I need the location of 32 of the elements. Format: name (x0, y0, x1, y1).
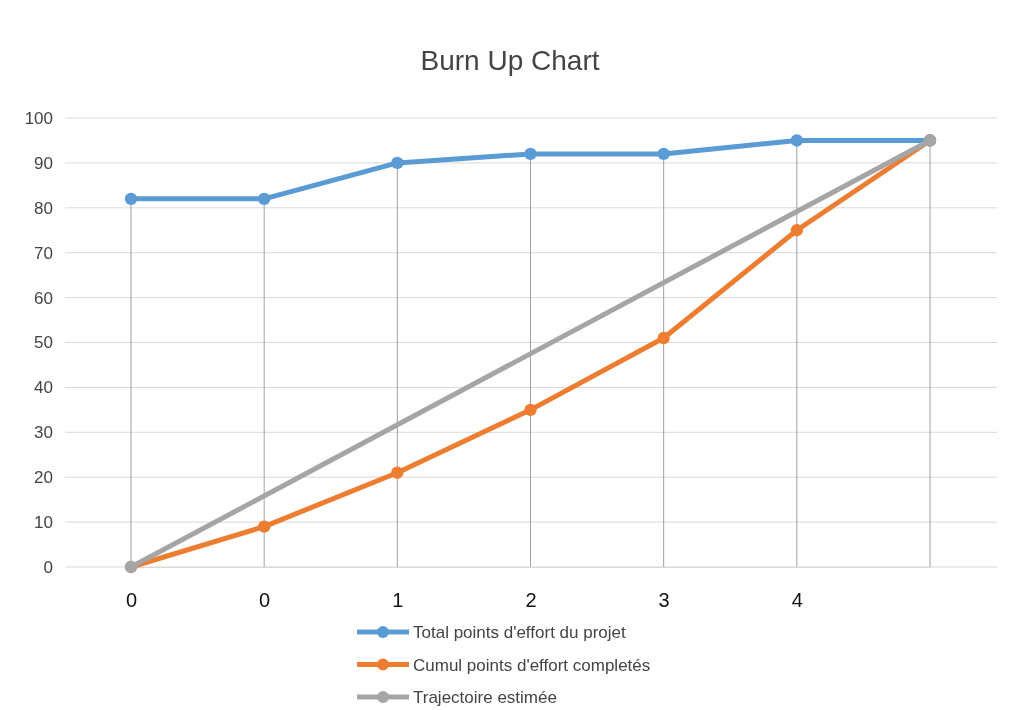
x-tick-label: 4 (791, 589, 803, 612)
legend-label: Total points d'effort du projet (413, 623, 627, 642)
point (657, 331, 670, 345)
point (790, 224, 804, 237)
y-tick-label: 10 (34, 513, 53, 533)
point (257, 520, 271, 533)
y-tick-label: 20 (34, 468, 53, 488)
legend-label: Trajectoire estimée (413, 688, 557, 707)
point (790, 134, 804, 147)
y-tick-label: 60 (34, 288, 53, 308)
x-tick-label: 0 (125, 589, 138, 612)
point (124, 192, 138, 205)
y-tick-label: 80 (34, 198, 53, 218)
y-tick-label: 0 (43, 557, 53, 577)
y-tick-label: 40 (34, 378, 53, 398)
x-tick-label: 0 (259, 589, 271, 612)
y-tick-label: 90 (34, 153, 53, 173)
point (524, 403, 537, 417)
x-tick-label: 3 (658, 589, 670, 612)
point (657, 147, 670, 161)
point (257, 192, 271, 205)
x-tick-label: 1 (392, 589, 404, 612)
point (391, 466, 404, 479)
y-tick-label: 70 (34, 243, 53, 263)
chart-title: Burn Up Chart (420, 45, 600, 76)
y-tick-label: 30 (34, 423, 53, 443)
y-tick-label: 50 (34, 333, 53, 353)
x-tick-label: 2 (525, 589, 537, 612)
point (524, 147, 537, 161)
point (391, 156, 404, 170)
y-tick-label: 100 (24, 108, 53, 128)
legend-label: Cumul points d'effort completés (413, 655, 651, 675)
